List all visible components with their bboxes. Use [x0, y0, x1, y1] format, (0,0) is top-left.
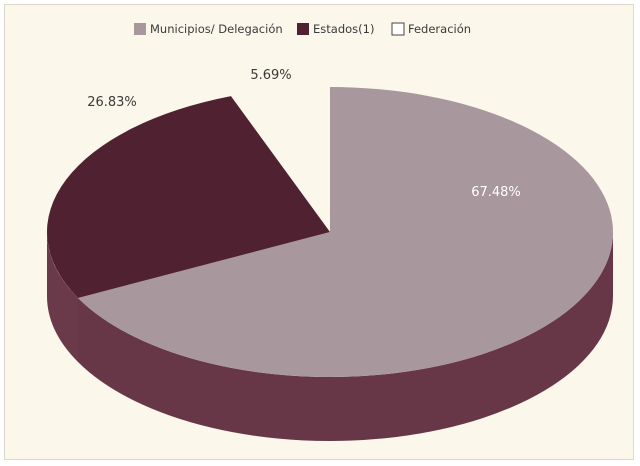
pie-layer: [46, 87, 613, 442]
legend: Municipios/ Delegación Estados(1) Federa…: [134, 22, 471, 36]
side-estados: [47, 232, 79, 362]
side-municipios: [78, 232, 613, 442]
legend-label-estados: Estados(1): [313, 22, 374, 36]
slice-municipios: [78, 87, 613, 377]
data-label-federacion: 5.69%: [250, 68, 291, 83]
legend-swatch-municipios: [134, 23, 146, 35]
legend-label-municipios: Municipios/ Delegación: [150, 22, 283, 36]
legend-swatch-federacion: [391, 22, 405, 36]
data-label-estados: 26.83%: [87, 95, 137, 110]
data-label-municipios: 67.48%: [471, 185, 521, 200]
slice-estados: [46, 96, 330, 298]
legend-swatch-estados: [297, 23, 309, 35]
chart-frame: [4, 4, 634, 460]
legend-label-federacion: Federación: [408, 22, 471, 36]
